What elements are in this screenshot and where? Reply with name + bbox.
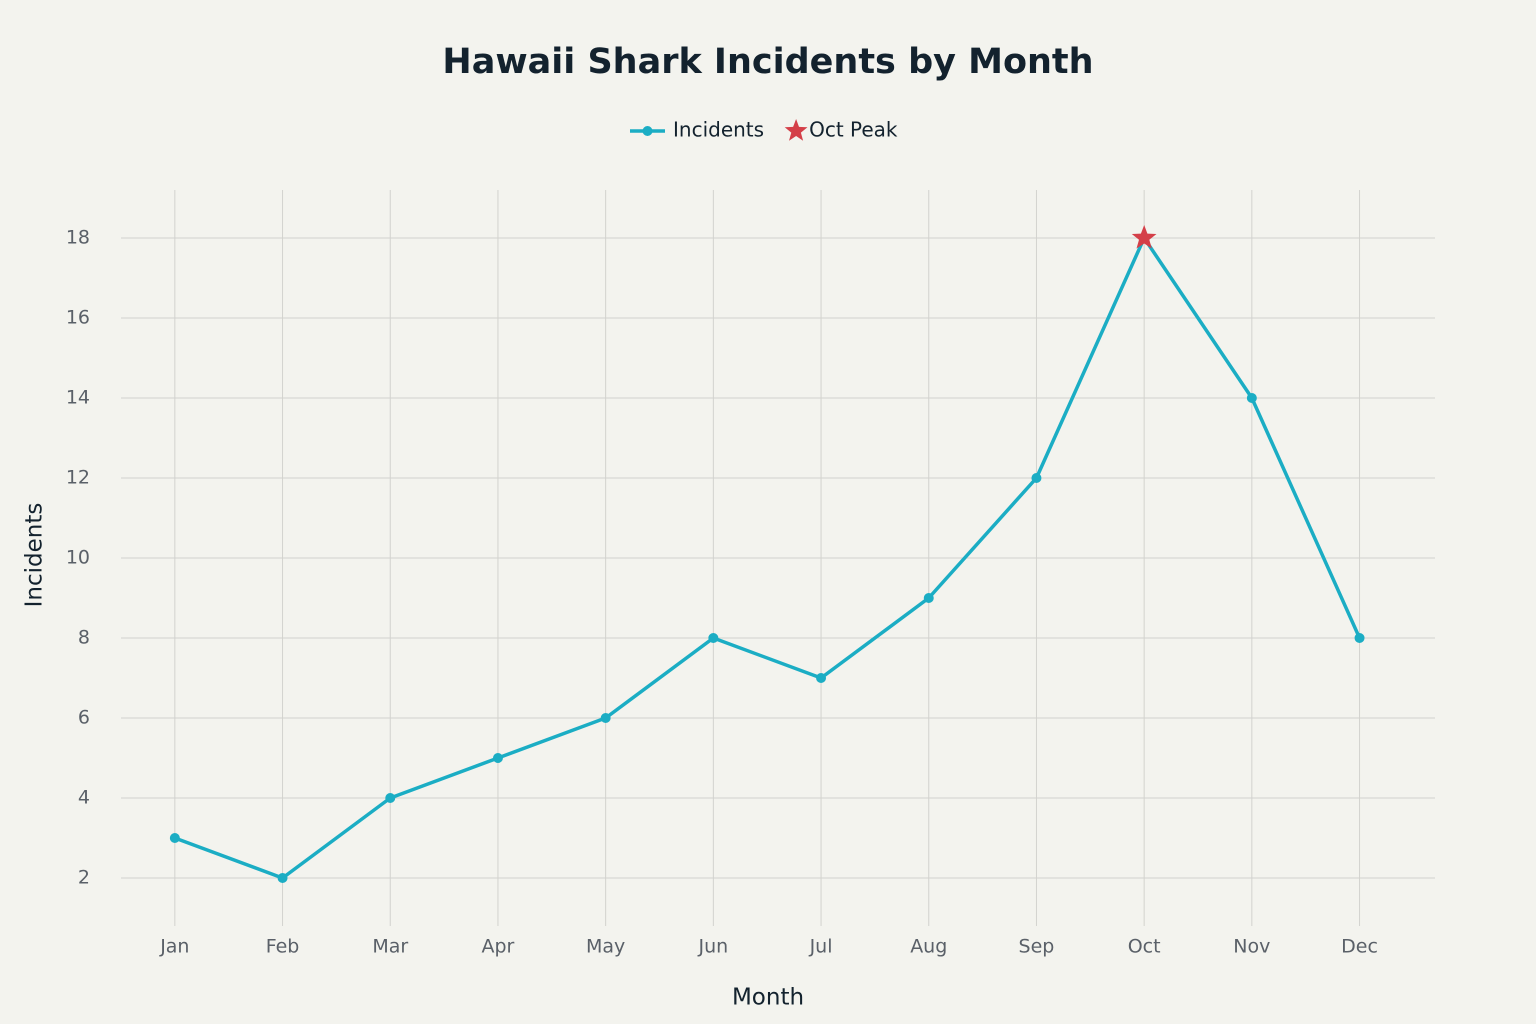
chart-title: Hawaii Shark Incidents by Month	[442, 42, 1093, 82]
x-axis-title: Month	[732, 985, 804, 1011]
legend-marker	[784, 119, 808, 141]
x-tick-label: Oct	[1128, 936, 1161, 958]
point	[169, 833, 180, 843]
legend: Incidents Oct Peak	[630, 118, 898, 142]
point	[816, 673, 827, 683]
point	[1031, 473, 1042, 483]
x-tick-label: May	[586, 936, 625, 958]
y-tick-label: 2	[78, 867, 90, 889]
x-tick-label: Jan	[159, 936, 189, 958]
x-tick-label: Sep	[1019, 936, 1055, 958]
y-tick-label: 6	[78, 707, 90, 729]
legend-label: Incidents	[673, 118, 764, 142]
x-tick-label: Dec	[1341, 936, 1378, 958]
y-tick-label: 16	[66, 307, 90, 329]
point	[1246, 393, 1257, 403]
y-tick-label: 8	[78, 627, 90, 649]
x-tick-label: Apr	[482, 936, 515, 958]
point	[277, 873, 288, 883]
point	[708, 633, 719, 643]
y-tick-label: 10	[66, 547, 90, 569]
y-axis-title: Incidents	[22, 503, 48, 608]
x-tick-label: Jul	[809, 936, 833, 958]
y-tick-label: 18	[66, 227, 90, 249]
x-tick-label: Feb	[266, 936, 300, 958]
legend-label: Oct Peak	[809, 118, 898, 142]
point	[492, 753, 503, 763]
legend-marker	[642, 126, 653, 136]
y-tick-label: 14	[66, 387, 90, 409]
plot-area	[169, 225, 1365, 883]
x-tick-label: Aug	[910, 936, 947, 958]
point	[385, 793, 396, 803]
line	[174, 236, 1362, 880]
point	[1354, 633, 1365, 643]
point	[923, 593, 934, 603]
y-tick-label: 4	[78, 787, 90, 809]
point	[600, 713, 611, 723]
x-tick-label: Jun	[698, 936, 729, 958]
grid: 2 4 6 8 10 12 14 16 18 Jan Feb Mar Apr May Jun Jul Aug Se…	[66, 190, 1435, 958]
x-tick-label: Nov	[1233, 936, 1270, 958]
x-tick-label: Mar	[372, 936, 408, 958]
y-tick-label: 12	[66, 467, 90, 489]
star-marker	[1131, 225, 1157, 249]
